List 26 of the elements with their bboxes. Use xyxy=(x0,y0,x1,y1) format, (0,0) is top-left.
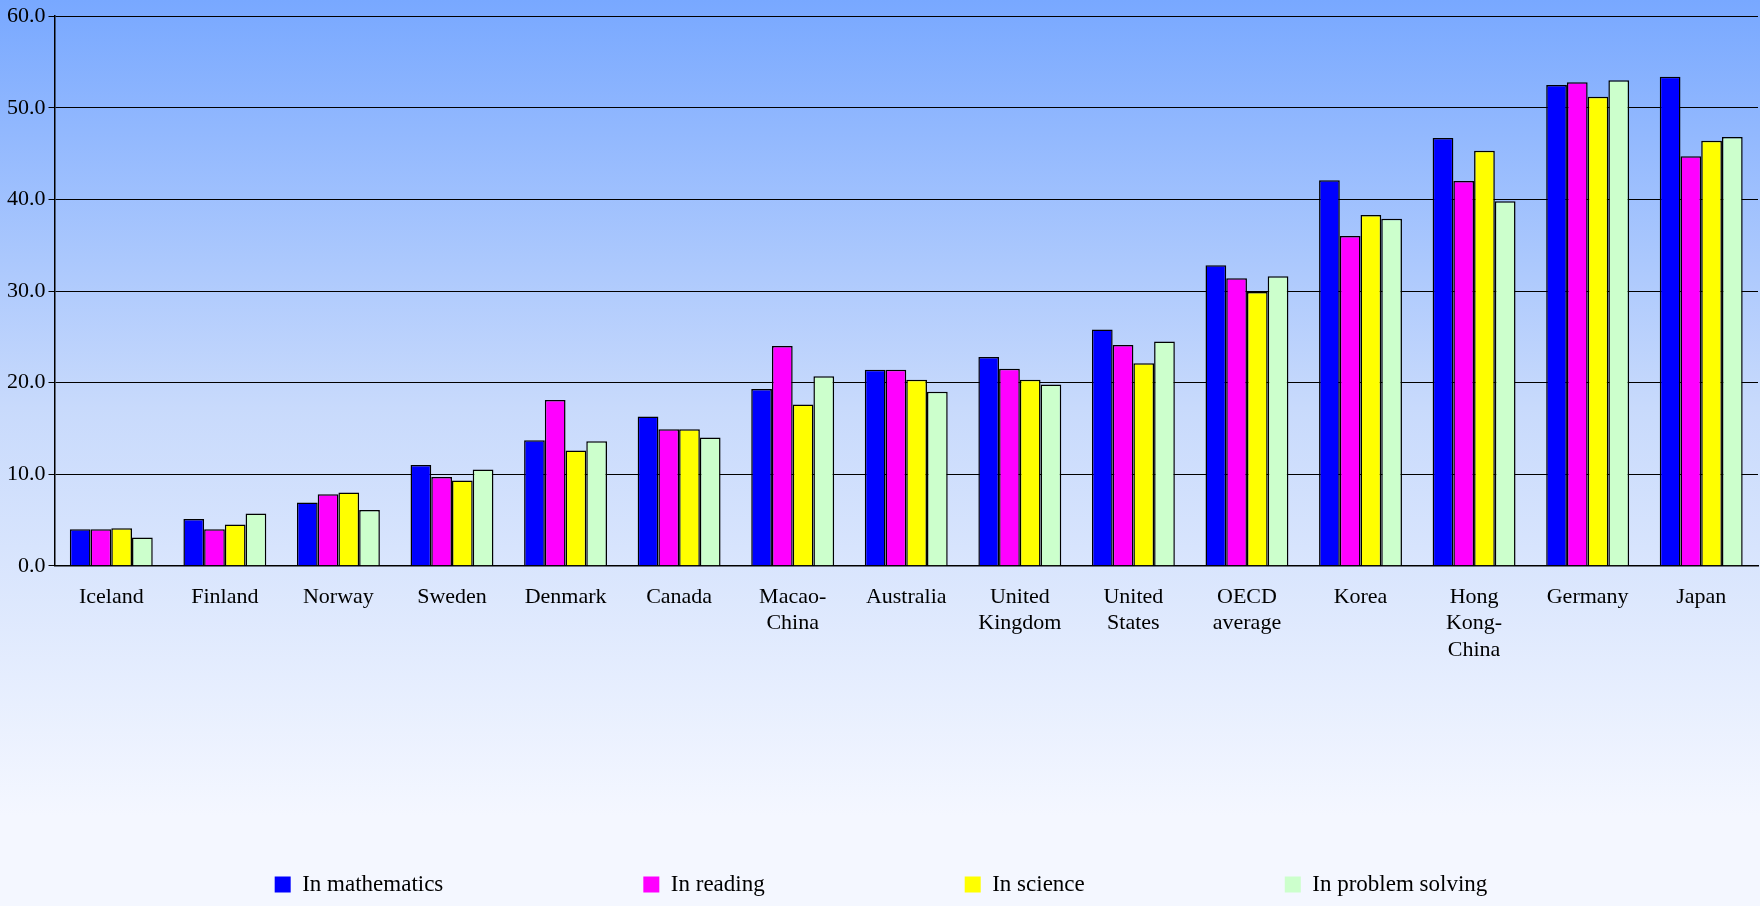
x-tick-label: Sweden xyxy=(417,582,487,608)
x-tick-label: Korea xyxy=(1333,582,1388,608)
x-tick-label: Denmark xyxy=(524,582,607,608)
x-tick-label: United Kingdom xyxy=(978,582,1062,635)
legend-label: In reading xyxy=(670,870,766,896)
x-tick-label: OECD average xyxy=(1212,582,1282,635)
x-tick-label: Germany xyxy=(1546,582,1629,608)
x-tick-label: Macao-China xyxy=(759,582,827,635)
x-tick-label: Iceland xyxy=(78,582,144,608)
legend-label: In science xyxy=(992,870,1085,896)
y-tick-label: 30.0 xyxy=(7,276,46,302)
y-tick-label: 10.0 xyxy=(7,459,46,485)
y-tick-label: 50.0 xyxy=(7,93,46,119)
y-tick-label: 40.0 xyxy=(7,185,46,211)
y-tick-label: 20.0 xyxy=(7,368,46,394)
legend-label: In problem solving xyxy=(1312,870,1488,896)
x-tick-label: Japan xyxy=(1676,582,1727,608)
y-tick-label: 0.0 xyxy=(18,551,46,577)
y-tick-label: 60.0 xyxy=(7,1,46,27)
x-tick-label: Norway xyxy=(302,582,374,608)
x-tick-label: Australia xyxy=(865,582,947,608)
x-tick-label: Finland xyxy=(191,582,259,608)
x-tick-label: Canada xyxy=(646,582,713,608)
x-tick-label: United States xyxy=(1103,582,1164,635)
x-tick-label: Hong Kong-China xyxy=(1445,582,1503,661)
legend-label: In mathematics xyxy=(302,870,444,896)
